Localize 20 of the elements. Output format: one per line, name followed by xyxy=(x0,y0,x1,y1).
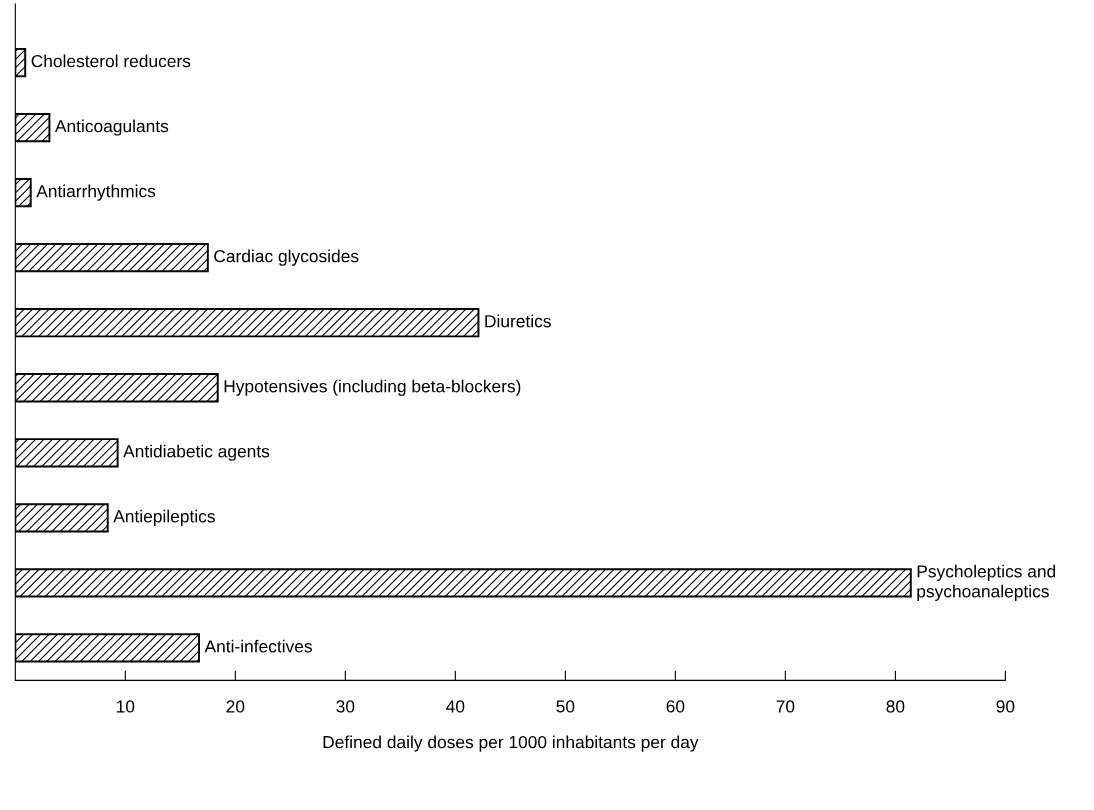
y-tick-label: Anti-infectives xyxy=(204,639,312,653)
x-tick-label: 90 xyxy=(996,700,1015,713)
y-tick-label: Cholesterol reducers xyxy=(31,54,191,68)
x-tick-label: 20 xyxy=(226,700,245,713)
x-axis-title: Defined daily doses per 1000 inhabitants per day xyxy=(323,735,699,752)
y-tick-label: Anticoagulants xyxy=(54,119,169,136)
x-tick-label: 30 xyxy=(336,700,355,713)
y-tick-label: Antidiabetic agents xyxy=(123,444,270,461)
x-tick-label: 40 xyxy=(446,700,465,713)
y-tick-label: Hypotensives (including beta-blockers) xyxy=(224,379,521,396)
y-tick-label: Antiepileptics xyxy=(113,509,215,526)
x-tick-label: 80 xyxy=(886,700,905,713)
x-tick-label: 60 xyxy=(666,700,685,713)
y-tick-label: Antiarrhythmics xyxy=(36,184,156,201)
y-tick-label: Diuretics xyxy=(485,314,551,328)
x-tick-label: 10 xyxy=(116,700,135,713)
y-tick-label: Psycholeptics and psychoanaleptics xyxy=(917,564,1056,601)
y-tick-label: Cardiac glycosides xyxy=(214,249,359,266)
x-tick-label: 50 xyxy=(556,700,575,713)
x-tick-label: 70 xyxy=(776,700,795,713)
